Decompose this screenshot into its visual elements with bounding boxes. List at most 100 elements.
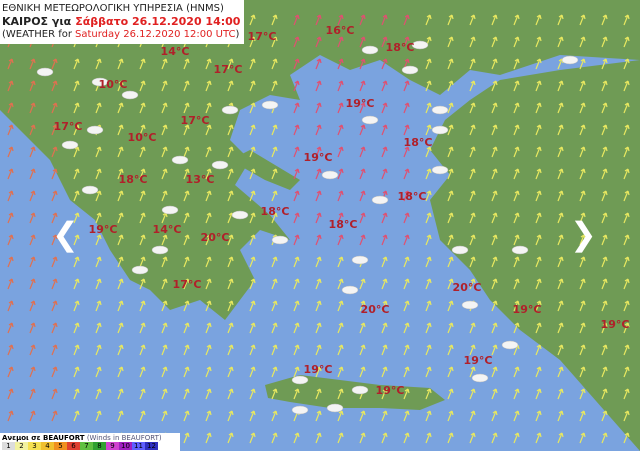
wind-arrow [337,388,344,400]
wind-arrow [95,278,102,290]
label: (WEATHER for [2,29,72,40]
wind-arrow [315,344,322,356]
wind-arrow [139,190,146,202]
legend-title-row: Ανεμοι σε BEAUFORT (Winds in BEAUFORT) [2,434,178,442]
wind-arrow [491,410,498,422]
wind-arrow [579,168,586,180]
wind-arrow [161,388,168,400]
wind-arrow [7,344,14,356]
wind-arrow [359,366,366,378]
cloud [86,125,104,135]
wind-arrow [117,58,124,70]
wind-arrow [271,278,278,290]
wind-arrow [337,366,344,378]
next-button[interactable]: ❯ [570,215,597,253]
wind-arrow [535,322,542,334]
wind-arrow [557,366,564,378]
anatolia [430,60,640,451]
wind-arrow [425,366,432,378]
beaufort-level: 6 [67,442,80,450]
wind-arrow [557,278,564,290]
cloud [291,405,309,415]
wind-arrow [161,80,168,92]
wind-arrow [73,256,80,268]
wind-arrow [51,58,58,70]
wind-arrow [557,234,564,246]
temperature: 20°C [361,303,390,316]
wind-arrow [249,278,256,290]
wind-arrow [51,278,58,290]
wind-arrow [205,146,212,158]
wind-arrow [29,212,36,224]
wind-arrow [469,234,476,246]
wind-arrow [205,190,212,202]
wind-arrow [183,212,190,224]
cloud [431,165,449,175]
wind-arrow [73,168,80,180]
wind-arrow [601,278,608,290]
prev-button[interactable]: ❮ [52,215,79,253]
wind-arrow [447,124,454,136]
wind-arrow [403,190,410,202]
wind-arrow [381,212,388,224]
cloud [131,265,149,275]
wind-arrow [227,322,234,334]
wind-arrow [73,366,80,378]
wind-arrow [535,388,542,400]
cloud [431,105,449,115]
wind-arrow [403,80,410,92]
wind-arrow [623,190,630,202]
wind-arrow [161,256,168,268]
wind-arrow [359,190,366,202]
wind-arrow [95,234,102,246]
wind-arrow [315,168,322,180]
wind-arrow [557,168,564,180]
temperature: 19°C [376,384,405,397]
wind-arrow [623,212,630,224]
wind-arrow [469,168,476,180]
date: Saturday 26.12.2020 12:00 UTC [75,29,236,40]
wind-arrow [381,234,388,246]
wind-arrow [359,80,366,92]
wind-arrow [51,168,58,180]
wind-arrow [425,300,432,312]
wind-arrow [513,388,520,400]
wind-arrow [29,366,36,378]
wind-arrow [161,322,168,334]
wind-arrow [381,168,388,180]
wind-arrow [425,388,432,400]
wind-arrow [293,256,300,268]
wind-arrow [183,410,190,422]
wind-arrow [73,58,80,70]
temperature: 19°C [89,223,118,236]
temperature: 13°C [186,173,215,186]
wind-arrow [425,410,432,422]
temperature: 18°C [329,218,358,231]
wind-arrow [293,146,300,158]
wind-arrow [513,410,520,422]
wind-arrow [469,146,476,158]
wind-arrow [227,432,234,444]
wind-arrow [29,124,36,136]
wind-arrow [205,102,212,114]
wind-arrow [161,366,168,378]
beaufort-level: 11 [132,442,145,450]
wind-arrow [117,190,124,202]
wind-arrow [293,58,300,70]
wind-arrow [425,234,432,246]
wind-arrow [73,102,80,114]
beaufort-level: 5 [54,442,67,450]
wind-arrow [535,102,542,114]
wind-arrow [139,124,146,136]
wind-arrow [359,212,366,224]
wind-arrow [29,80,36,92]
wind-arrow [293,322,300,334]
wind-arrow [205,366,212,378]
wind-arrow [381,124,388,136]
wind-arrow [359,14,366,26]
wind-arrow [249,36,256,48]
wind-arrow [513,256,520,268]
wind-arrow [359,168,366,180]
wind-arrow [425,278,432,290]
wind-arrow [117,278,124,290]
